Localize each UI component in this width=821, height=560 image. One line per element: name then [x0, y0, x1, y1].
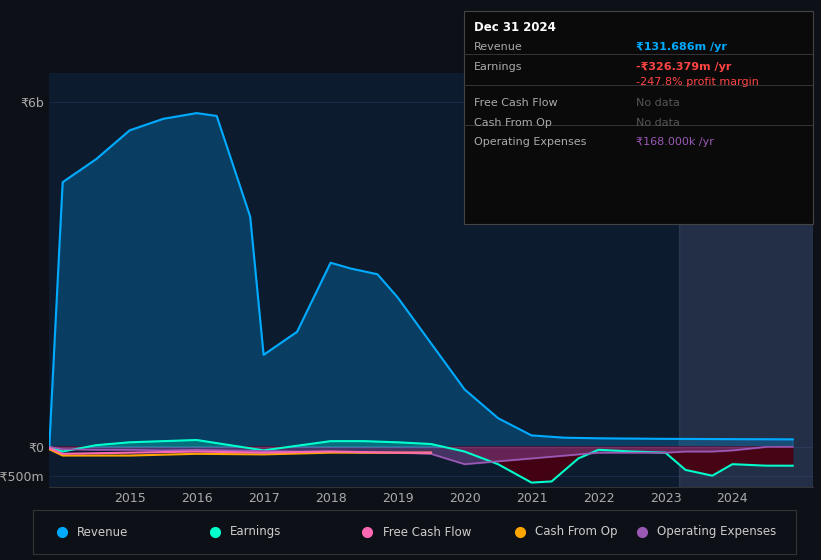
- Text: Operating Expenses: Operating Expenses: [658, 525, 777, 539]
- Text: Revenue: Revenue: [474, 42, 522, 52]
- Text: Cash From Op: Cash From Op: [474, 118, 552, 128]
- Text: Cash From Op: Cash From Op: [535, 525, 617, 539]
- Text: -247.8% profit margin: -247.8% profit margin: [636, 77, 759, 87]
- Text: Revenue: Revenue: [77, 525, 129, 539]
- Text: Earnings: Earnings: [474, 62, 522, 72]
- Text: Free Cash Flow: Free Cash Flow: [383, 525, 471, 539]
- Text: -₹326.379m /yr: -₹326.379m /yr: [636, 62, 732, 72]
- Text: Operating Expenses: Operating Expenses: [474, 137, 586, 147]
- Text: Free Cash Flow: Free Cash Flow: [474, 98, 557, 108]
- Bar: [679, 73, 813, 487]
- Text: ₹168.000k /yr: ₹168.000k /yr: [636, 137, 714, 147]
- Text: Dec 31 2024: Dec 31 2024: [474, 21, 556, 34]
- Text: Earnings: Earnings: [230, 525, 282, 539]
- Text: No data: No data: [636, 98, 680, 108]
- Text: ₹131.686m /yr: ₹131.686m /yr: [636, 42, 727, 52]
- Text: No data: No data: [636, 118, 680, 128]
